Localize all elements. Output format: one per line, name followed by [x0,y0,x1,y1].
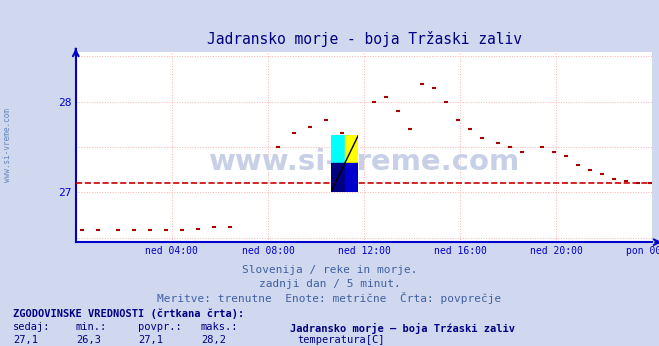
Text: maks.:: maks.: [201,322,239,333]
Bar [345,135,358,164]
Text: Jadransko morje – boja Trźaski zaliv: Jadransko morje – boja Trźaski zaliv [290,322,515,334]
Text: Meritve: trenutne  Enote: metrične  Črta: povprečje: Meritve: trenutne Enote: metrične Črta: … [158,292,501,304]
Text: min.:: min.: [76,322,107,333]
Text: 27,1: 27,1 [138,335,163,345]
Text: www.si-vreme.com: www.si-vreme.com [3,108,13,182]
Title: Jadransko morje - boja Tržaski zaliv: Jadransko morje - boja Tržaski zaliv [207,30,521,47]
Text: 27,1: 27,1 [13,335,38,345]
Text: 28,2: 28,2 [201,335,226,345]
Text: 26,3: 26,3 [76,335,101,345]
Bar [331,135,345,164]
Text: Slovenija / reke in morje.: Slovenija / reke in morje. [242,265,417,275]
Text: temperatura[C]: temperatura[C] [298,335,386,345]
Text: www.si-vreme.com: www.si-vreme.com [208,148,520,176]
Text: ZGODOVINSKE VREDNOSTI (črtkana črta):: ZGODOVINSKE VREDNOSTI (črtkana črta): [13,309,244,319]
Text: sedaj:: sedaj: [13,322,51,333]
Text: povpr.:: povpr.: [138,322,182,333]
Text: zadnji dan / 5 minut.: zadnji dan / 5 minut. [258,279,401,289]
Bar [345,164,358,192]
Bar [331,164,345,192]
